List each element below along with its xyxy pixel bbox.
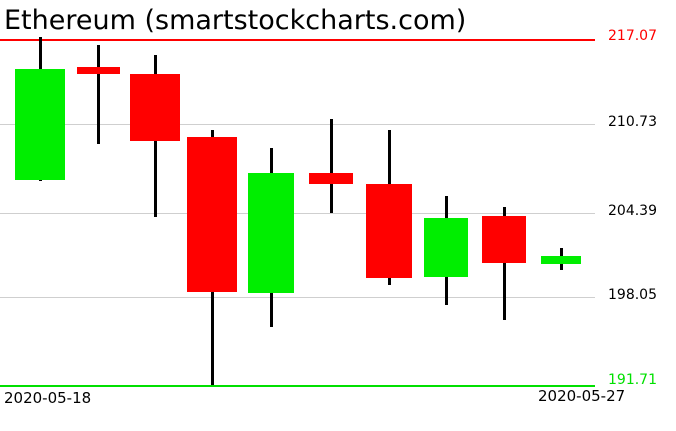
high-reference-line bbox=[0, 39, 595, 41]
x-axis-label-end: 2020-05-27 bbox=[538, 387, 626, 405]
y-axis-tick-label: 217.07 bbox=[608, 28, 657, 44]
gridline bbox=[0, 124, 595, 125]
y-axis-tick-label: 191.71 bbox=[608, 372, 657, 388]
candle-body bbox=[482, 216, 526, 263]
candle-body bbox=[366, 184, 412, 278]
candle-body bbox=[76, 67, 120, 74]
x-axis-label-start: 2020-05-18 bbox=[4, 389, 92, 407]
y-axis-tick-label: 210.73 bbox=[608, 114, 657, 130]
y-axis-tick-label: 204.39 bbox=[608, 203, 657, 219]
candle-body bbox=[424, 218, 468, 277]
candle-body bbox=[309, 173, 353, 184]
candle-body bbox=[187, 137, 237, 292]
candle-wick bbox=[97, 45, 100, 144]
candle-body bbox=[248, 173, 294, 293]
low-reference-line bbox=[0, 385, 595, 387]
y-axis-tick-label: 198.05 bbox=[608, 287, 657, 303]
candle-body bbox=[541, 256, 581, 264]
candle-wick bbox=[330, 119, 333, 213]
candle-body bbox=[130, 74, 180, 141]
candle-wick bbox=[503, 207, 506, 320]
candle-body bbox=[15, 69, 65, 180]
chart-title: Ethereum (smartstockcharts.com) bbox=[4, 5, 467, 36]
gridline bbox=[0, 213, 595, 214]
gridline bbox=[0, 297, 595, 298]
